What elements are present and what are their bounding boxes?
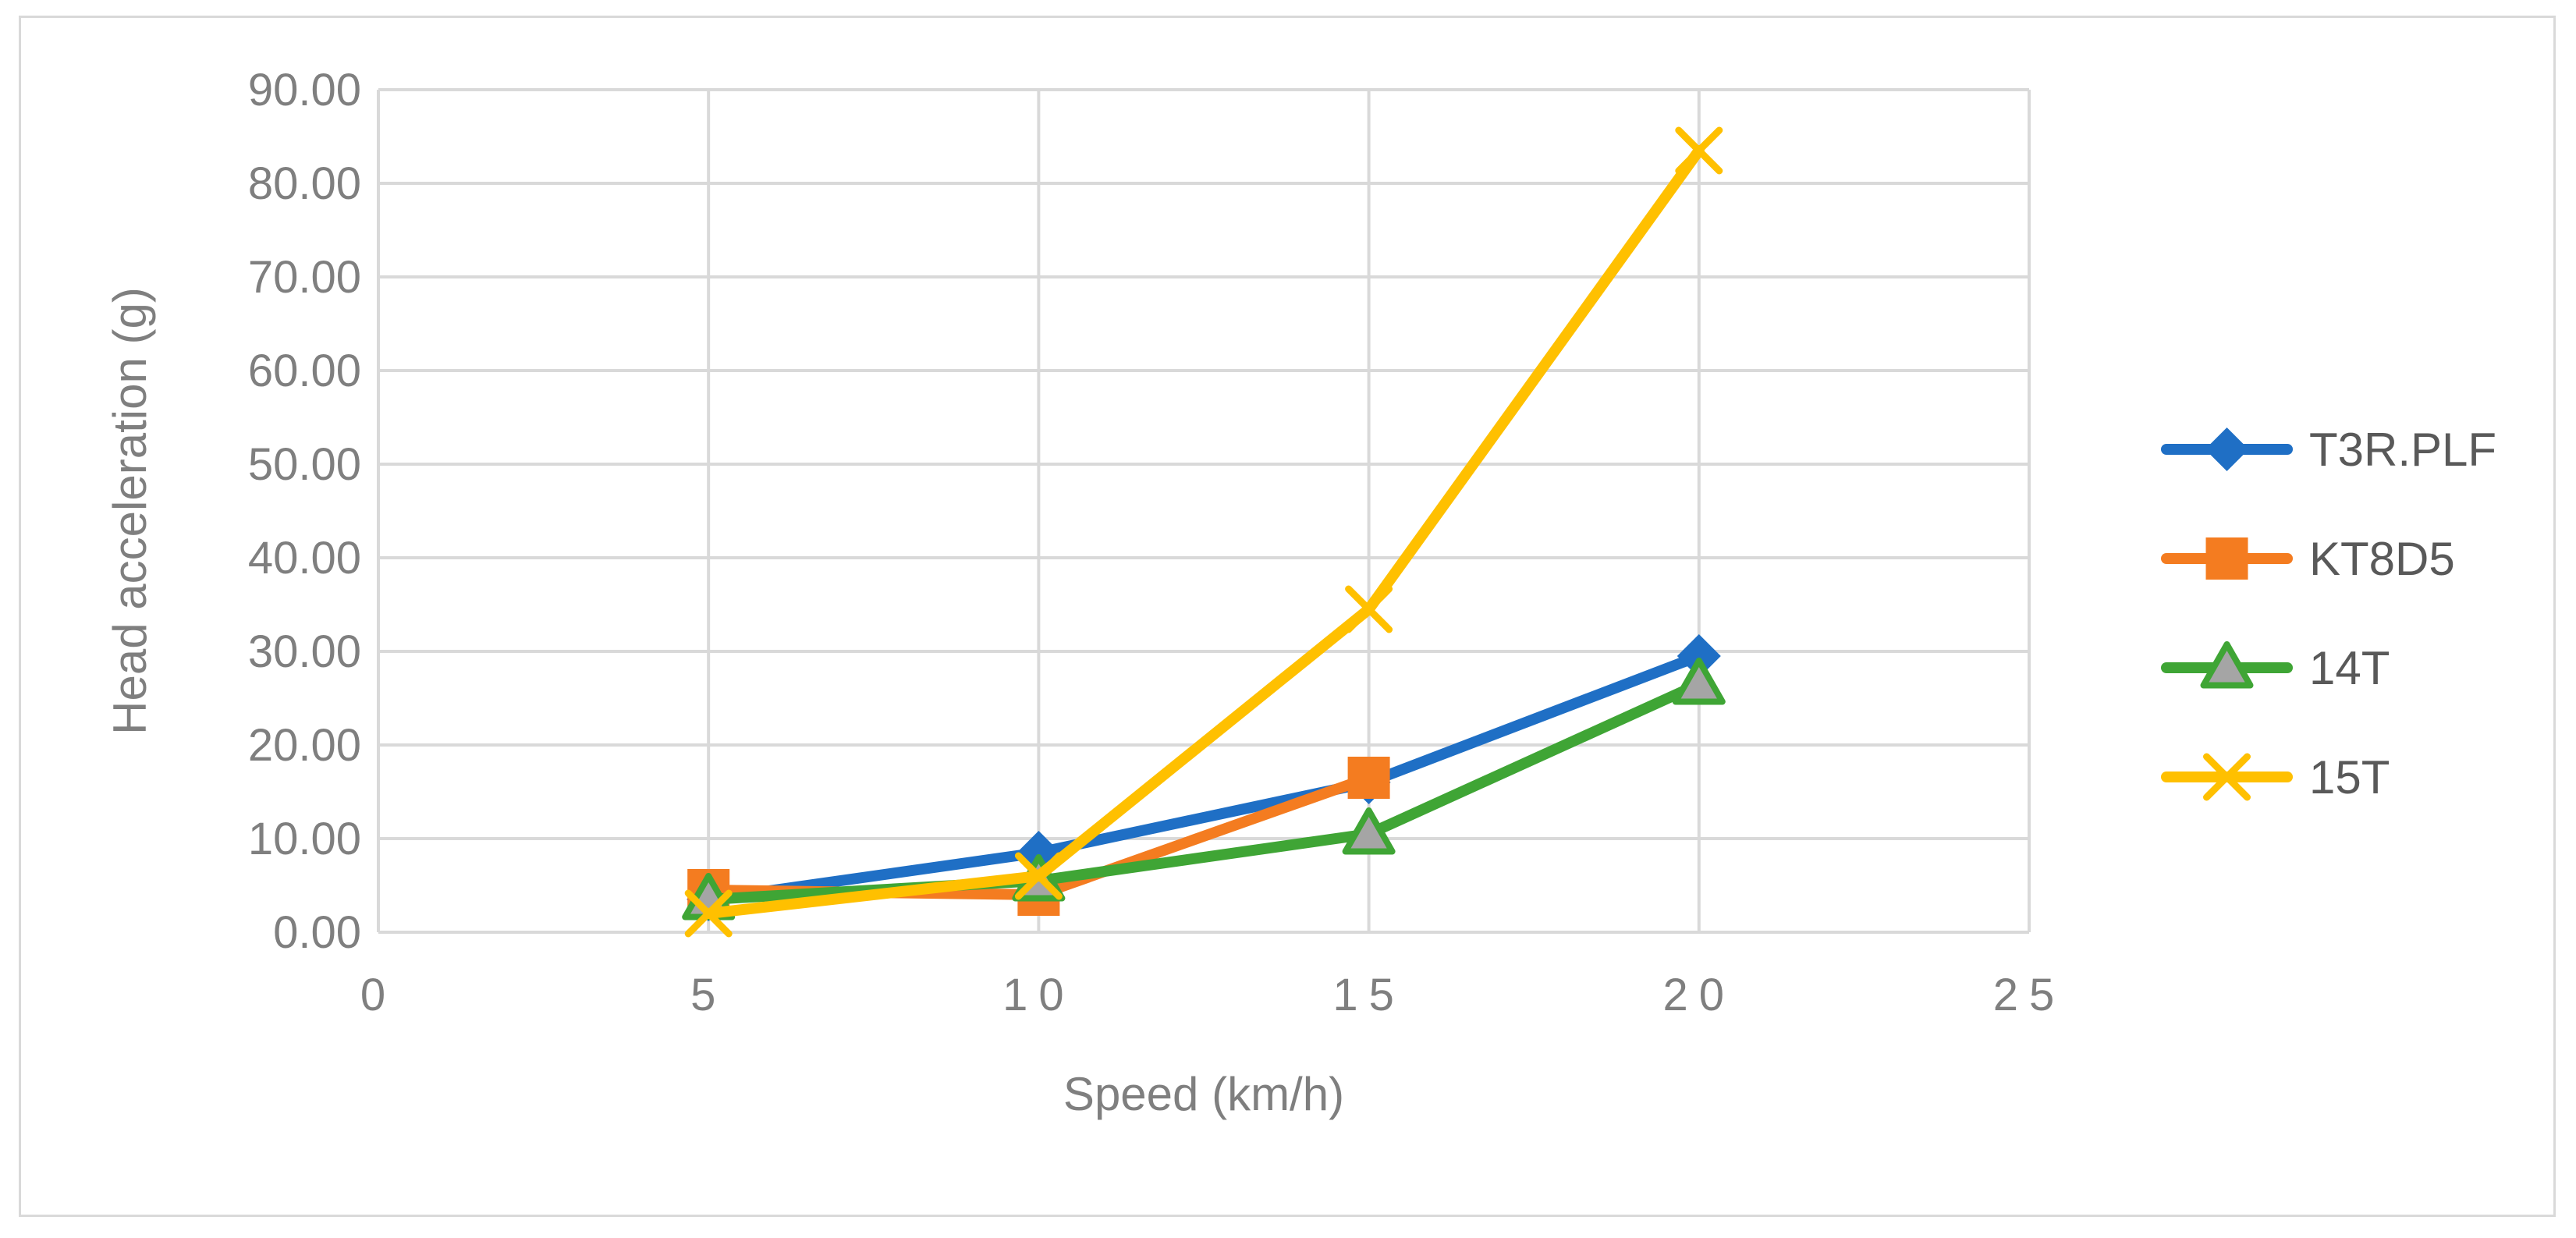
series-line-t3r-plf: [703, 651, 1705, 905]
legend-label: 14T: [2309, 642, 2390, 694]
legend-item-15t: 15T: [2161, 751, 2390, 803]
legend-swatch-marker: [2205, 537, 2248, 580]
legend-label: 15T: [2309, 751, 2390, 803]
y-tick-label: 70.00: [248, 252, 361, 303]
chart-area: 0.00 10.00 20.00 30.00 40.00 50.00 60.00 70.00 8…: [19, 16, 2556, 1217]
y-tick-label: 80.00: [248, 158, 361, 209]
data-point-15t: [1675, 126, 1723, 175]
data-point-14t: [1342, 807, 1396, 855]
y-tick-label: 0.00: [273, 907, 361, 958]
y-tick-label: 90.00: [248, 65, 361, 115]
legend-label: KT8D5: [2309, 533, 2455, 585]
y-tick-label: 40.00: [248, 533, 361, 584]
legend-swatch-marker: [2203, 753, 2251, 801]
legend-label: T3R.PLF: [2309, 424, 2496, 476]
x-tick-label: 10: [1002, 970, 1075, 1020]
data-point-15t: [1014, 852, 1063, 900]
y-tick-label: 10.00: [248, 814, 361, 864]
data-point-kt8d5: [1347, 757, 1390, 799]
line-chart: 0.00 10.00 20.00 30.00 40.00 50.00 60.00 70.00 8…: [104, 65, 2496, 1120]
legend-item-kt8d5: KT8D5: [2161, 533, 2455, 585]
legend-item-t3r-plf: T3R.PLF: [2161, 424, 2496, 476]
x-tick-label: 25: [1993, 970, 2066, 1020]
data-point-14t: [1672, 658, 1726, 705]
y-tick-label: 30.00: [248, 626, 361, 677]
data-point-t3r-plf: [1677, 634, 1721, 678]
y-tick-label: 20.00: [248, 720, 361, 771]
y-axis-title: Head acceleration (g): [104, 287, 156, 735]
y-tick-label: 50.00: [248, 439, 361, 490]
data-point-15t: [684, 889, 733, 938]
x-tick-label: 15: [1332, 970, 1405, 1020]
series-line-15t: [703, 145, 1705, 919]
legend-swatch-marker: [2200, 641, 2254, 689]
x-tick-label: 5: [690, 970, 726, 1020]
x-tick-label: 20: [1663, 970, 1736, 1020]
legend-swatch-marker: [2205, 427, 2249, 471]
x-axis-title: Speed (km/h): [1063, 1068, 1344, 1120]
x-tick-label: 0: [360, 970, 396, 1020]
y-tick-label: 60.00: [248, 346, 361, 396]
legend-item-14t: 14T: [2161, 641, 2390, 694]
data-point-15t: [1345, 585, 1393, 633]
